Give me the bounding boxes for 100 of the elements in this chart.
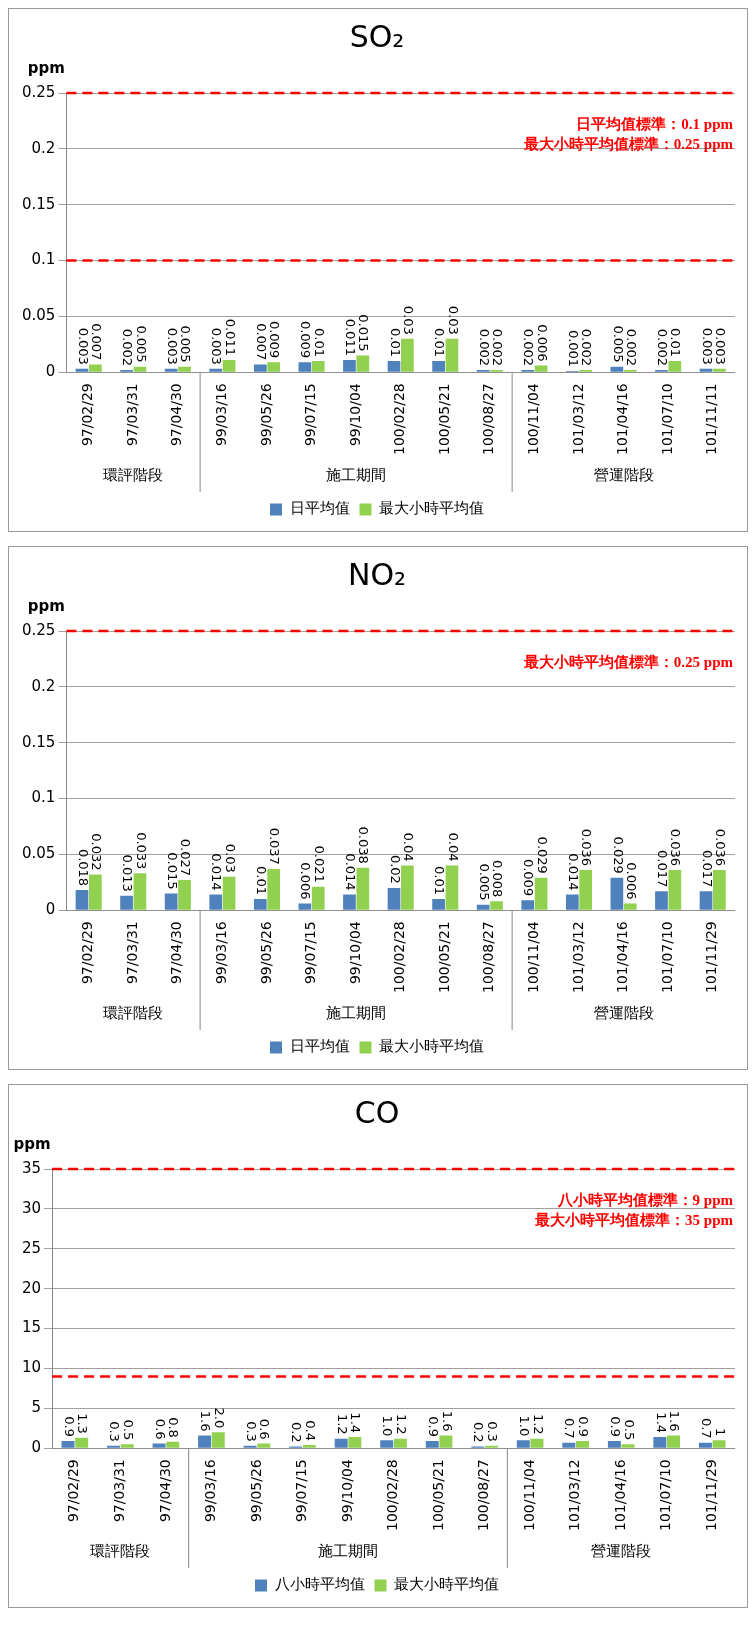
data-label: 0.9 (576, 1416, 592, 1438)
data-label: 0.6 (152, 1418, 168, 1440)
ref-line-label: 最大小時平均值標準：0.25 ppm (522, 653, 734, 670)
x-tick-label: 97/03/31 (123, 383, 140, 447)
data-label: 0.038 (356, 826, 372, 864)
bar (610, 366, 624, 372)
text: 環評階段 (103, 465, 164, 484)
legend-label: 八小時平均值 (274, 1575, 365, 1594)
data-label: 0.015 (164, 852, 180, 890)
x-tick-label: 100/05/21 (435, 921, 452, 994)
bar (432, 899, 445, 910)
data-label: 0.018 (75, 848, 91, 887)
bar (565, 894, 579, 910)
data-label: 0.014 (565, 853, 581, 891)
bar (311, 886, 325, 910)
data-label: 0.017 (655, 850, 671, 888)
bar (401, 865, 414, 910)
data-label: 0.005 (133, 325, 149, 363)
data-label: 0.027 (178, 838, 194, 877)
data-label: 0.021 (311, 845, 327, 883)
x-tick-label: 99/05/26 (257, 921, 274, 985)
bar (75, 368, 89, 372)
x-tick-label: 100/11/04 (525, 383, 542, 456)
bar (623, 903, 637, 910)
data-label: 1.6 (198, 1410, 214, 1432)
data-label: 0.7 (699, 1417, 715, 1439)
x-tick-label: 100/08/27 (480, 921, 497, 994)
y-tick-label: 0.1 (31, 250, 56, 269)
y-axis-title: ppm (27, 597, 65, 616)
bar (311, 361, 325, 372)
bar (668, 361, 682, 372)
x-tick-label: 101/11/29 (702, 1459, 719, 1532)
data-label: 0.2 (289, 1421, 305, 1443)
x-tick-label: 100/08/27 (475, 1459, 492, 1532)
text: 營運階段 (593, 1003, 654, 1022)
text: 施工期間 (326, 1003, 387, 1022)
data-label: 0.006 (534, 324, 550, 362)
y-tick-label: 0.2 (31, 138, 56, 157)
data-label: 0.005 (178, 325, 194, 363)
x-tick-label: 101/11/29 (703, 921, 720, 994)
bar (713, 870, 726, 910)
data-label: 0.033 (133, 832, 149, 870)
data-label: 0.036 (713, 828, 729, 867)
data-label: 0.002 (476, 328, 492, 366)
y-tick-label: 0.05 (21, 306, 56, 325)
x-tick-label: 97/02/29 (79, 921, 96, 985)
data-label: 0.017 (699, 850, 715, 888)
x-tick-label: 101/04/16 (614, 921, 631, 994)
legend-label: 最大小時平均值 (379, 499, 484, 518)
x-tick-label: 97/04/30 (168, 383, 185, 447)
data-label: 0.03 (401, 305, 417, 335)
bar (75, 890, 89, 910)
data-label: 0.01 (253, 866, 269, 896)
data-label: 0.009 (267, 320, 283, 359)
bar (432, 361, 445, 372)
bar (445, 865, 459, 910)
legend-label: 最大小時平均值 (394, 1575, 499, 1594)
bar (579, 870, 593, 910)
data-label: 2.0 (211, 1407, 227, 1429)
bar (133, 366, 147, 372)
data-label: 0.5 (120, 1419, 136, 1441)
data-label: 0.01 (311, 328, 327, 358)
data-label: 0.006 (298, 862, 314, 900)
bar (267, 868, 281, 910)
bar (253, 364, 267, 372)
data-label: 0.6 (257, 1418, 273, 1440)
bar (343, 359, 356, 372)
y-tick-label: 20 (21, 1278, 42, 1297)
bar (445, 338, 459, 372)
data-label: 0.002 (490, 328, 506, 366)
data-label: 0.01 (432, 328, 448, 358)
data-label: 0.008 (490, 860, 506, 898)
y-tick-label: 0.2 (31, 676, 56, 695)
x-tick-label: 99/10/04 (346, 383, 363, 447)
bar (668, 870, 682, 910)
legend-label: 日平均值 (289, 1037, 350, 1056)
bar (298, 362, 312, 372)
y-tick-label: 0 (31, 1438, 42, 1457)
y-tick-label: 35 (21, 1158, 42, 1177)
data-label: 0.005 (476, 863, 492, 901)
data-label: 0.009 (521, 858, 537, 897)
data-label: 1.2 (394, 1413, 409, 1435)
data-label: 0.006 (623, 862, 639, 900)
data-label: 1.3 (75, 1413, 91, 1434)
y-tick-label: 0.25 (21, 620, 56, 639)
x-tick-label: 97/02/29 (79, 383, 96, 447)
bar (120, 895, 133, 910)
data-label: 1.4 (348, 1412, 364, 1434)
y-tick-label: 5 (31, 1398, 42, 1417)
data-label: 0.013 (120, 854, 136, 892)
data-label: 0.9 (425, 1416, 441, 1438)
data-label: 0.007 (253, 323, 269, 361)
data-label: 0.032 (89, 833, 104, 871)
data-label: 0.03 (445, 305, 461, 335)
ref-line-label: 最大小時平均值標準：35 ppm (534, 1211, 734, 1228)
data-label: 0.002 (521, 328, 537, 366)
x-tick-label: 100/08/27 (480, 383, 497, 456)
y-tick-label: 0.15 (21, 732, 56, 751)
y-tick-label: 0.25 (21, 82, 56, 101)
data-label: 0.04 (445, 832, 461, 862)
